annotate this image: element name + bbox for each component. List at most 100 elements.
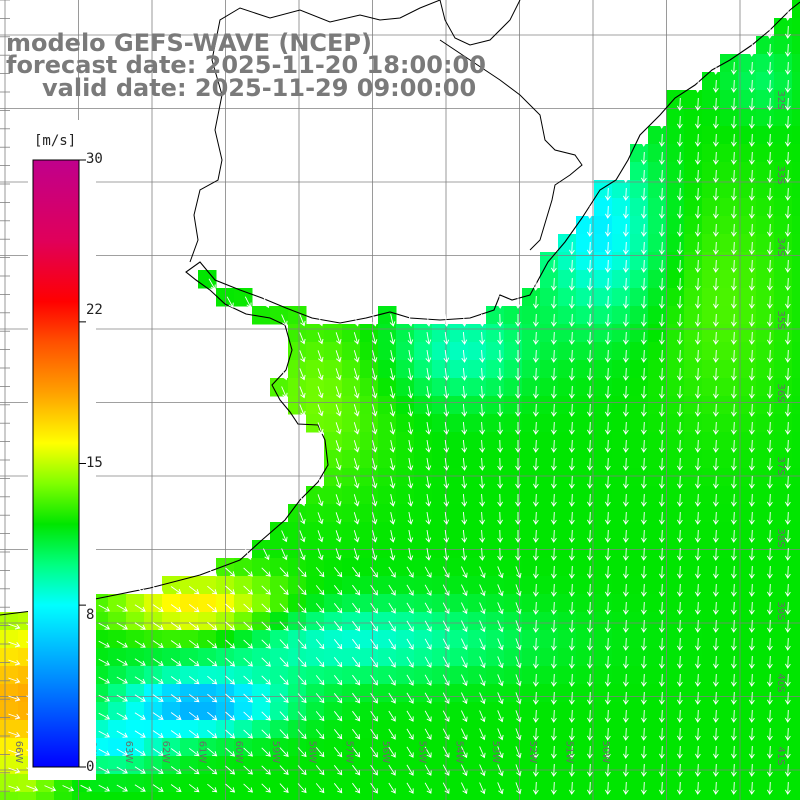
wind-arrow [460, 710, 468, 723]
wind-arrow [623, 637, 629, 651]
wind-arrow [315, 693, 325, 704]
wind-arrow [533, 619, 539, 633]
wind-cell [630, 792, 649, 800]
wind-cell [666, 702, 685, 721]
wind-cell [612, 522, 631, 541]
wind-cell [414, 504, 433, 523]
wind-arrow [424, 638, 432, 650]
wind-cell [666, 576, 685, 595]
wind-arrow [515, 314, 521, 327]
wind-cell [756, 486, 775, 505]
wind-cell [558, 414, 577, 433]
wind-arrow [225, 729, 236, 739]
wind-arrow [225, 639, 236, 649]
wind-cell [432, 504, 451, 523]
wind-cell [720, 54, 739, 73]
wind-arrow [659, 529, 665, 543]
wind-arrow [225, 585, 236, 595]
wind-arrow [749, 547, 755, 561]
wind-cell [756, 648, 775, 667]
wind-arrow [297, 693, 307, 704]
wind-arrow [461, 385, 468, 399]
wind-arrow [677, 709, 683, 723]
wind-cell [684, 702, 703, 721]
wind-cell [162, 792, 181, 800]
wind-arrow [659, 241, 665, 255]
wind-arrow [388, 692, 396, 704]
wind-cell [648, 162, 667, 181]
wind-cell [666, 198, 685, 217]
wind-cell [702, 612, 721, 631]
wind-cell [558, 486, 577, 505]
wind-arrow [605, 493, 611, 507]
wind-arrow [713, 763, 719, 777]
wind-arrow [479, 313, 485, 327]
wind-cell [450, 450, 469, 469]
wind-cell [468, 684, 487, 703]
wind-cell [738, 72, 757, 91]
wind-cell [630, 450, 649, 469]
wind-cell [792, 468, 800, 487]
wind-cell [396, 432, 415, 451]
wind-arrow [370, 674, 378, 686]
wind-arrow [569, 763, 575, 777]
wind-arrow [152, 712, 164, 720]
wind-arrow [785, 385, 791, 399]
wind-cell [684, 432, 703, 451]
wind-cell [486, 306, 505, 325]
wind-cell [378, 558, 397, 577]
wind-cell [558, 360, 577, 379]
wind-cell [414, 558, 433, 577]
wind-cell [684, 342, 703, 361]
wind-arrow [424, 674, 432, 686]
wind-arrow [623, 403, 629, 417]
wind-cell [630, 306, 649, 325]
wind-arrow [587, 457, 593, 471]
wind-cell [612, 432, 631, 451]
wind-cell [306, 342, 325, 361]
wind-arrow [317, 350, 324, 363]
wind-arrow [261, 747, 271, 757]
wind-cell [756, 684, 775, 703]
wind-arrow [641, 457, 647, 471]
wind-arrow [785, 151, 791, 165]
wind-cell [342, 414, 361, 433]
wind-cell [738, 234, 757, 253]
wind-cell [594, 432, 613, 451]
wind-cell [612, 612, 631, 631]
wind-cell [360, 432, 379, 451]
wind-cell [576, 252, 595, 271]
wind-cell [792, 180, 800, 199]
wind-arrow [443, 367, 450, 381]
wind-cell [702, 396, 721, 415]
wind-arrow [461, 547, 468, 561]
wind-cell [774, 702, 793, 721]
wind-cell [594, 504, 613, 523]
wind-cell [198, 792, 217, 800]
wind-arrow [371, 548, 378, 561]
wind-arrow [460, 674, 468, 687]
wind-arrow [731, 115, 737, 129]
wind-cell [738, 504, 757, 523]
wind-cell [576, 576, 595, 595]
wind-cell [666, 252, 685, 271]
wind-cell [630, 738, 649, 757]
wind-cell [378, 468, 397, 487]
wind-cell [666, 774, 685, 793]
wind-arrow [785, 61, 791, 75]
wind-cell [792, 594, 800, 613]
wind-arrow [731, 565, 737, 579]
wind-arrow [551, 367, 557, 381]
wind-cell [450, 702, 469, 721]
wind-cell [540, 360, 559, 379]
wind-arrow [767, 529, 773, 543]
wind-arrow [389, 332, 396, 345]
wind-arrow [587, 529, 593, 543]
wind-cell [378, 324, 397, 343]
wind-arrow [587, 313, 593, 327]
wind-arrow [225, 621, 236, 631]
wind-arrow [8, 731, 21, 738]
wind-arrow [767, 295, 773, 309]
wind-arrow [406, 692, 414, 704]
